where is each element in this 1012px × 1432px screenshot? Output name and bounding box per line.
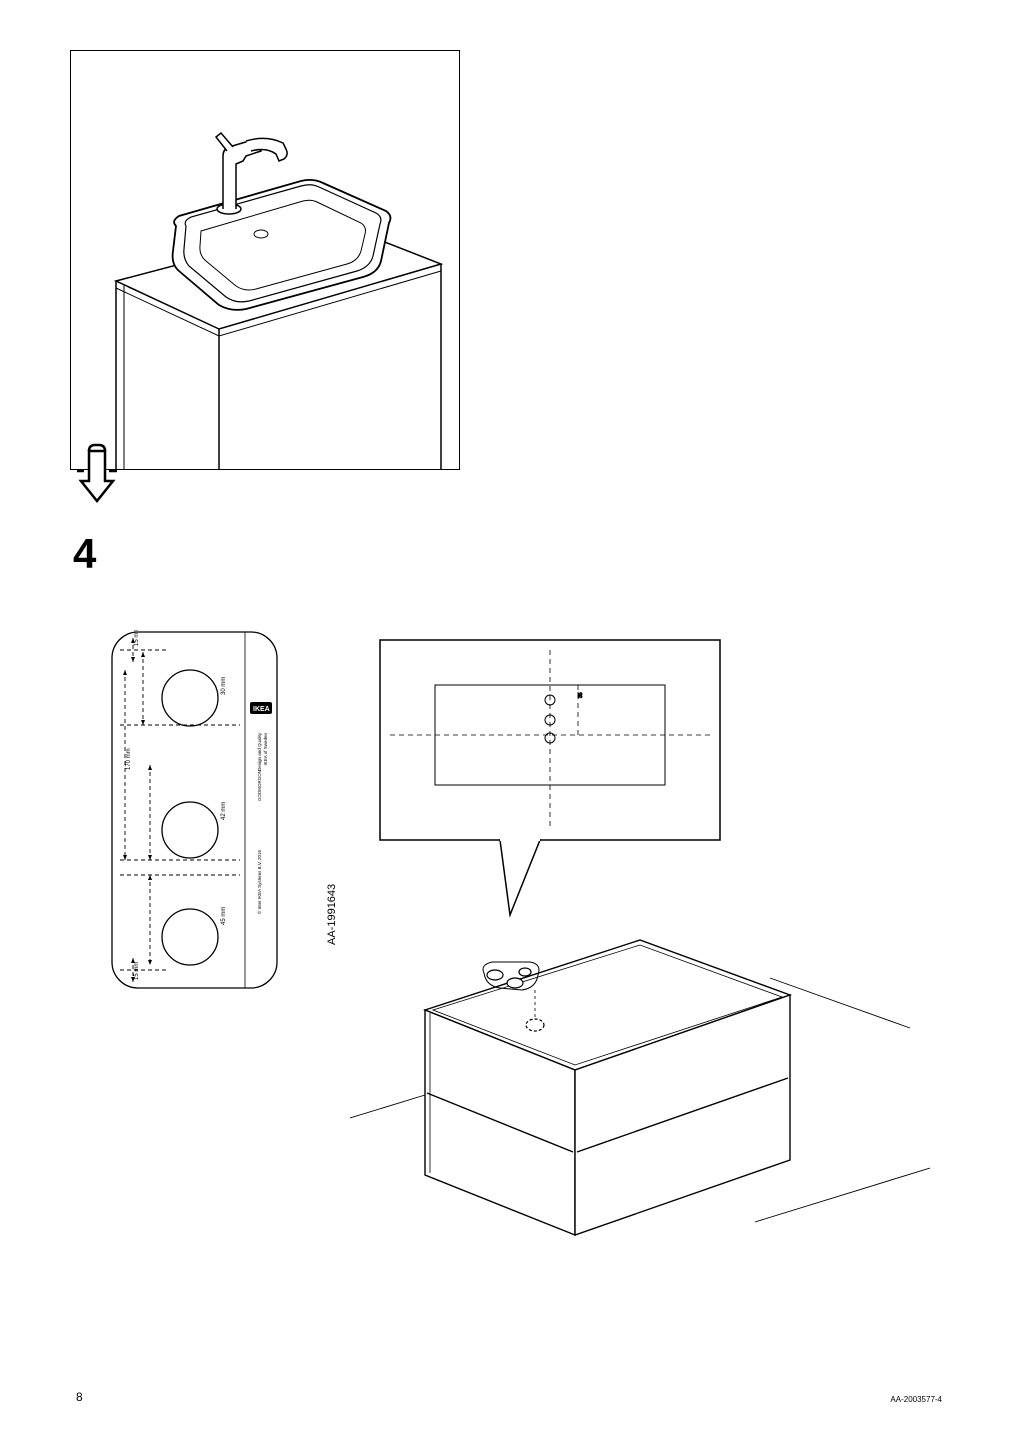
- template-reference: AA-1991643: [326, 884, 338, 945]
- sink-on-countertop-drawing: [71, 51, 459, 469]
- brand-line1: Design and Quality: [257, 732, 262, 771]
- drilling-template: 15 mm 30 mm 170 mm 42 mm 45 mm 15 mm IKE…: [110, 630, 320, 990]
- dim-42: 42 mm: [221, 802, 227, 820]
- page-number: 8: [76, 1390, 83, 1404]
- dim-170: 170 mm: [126, 748, 132, 770]
- brand-line2: IKEA of Sweden: [263, 733, 268, 766]
- svg-text:35: 35: [578, 692, 584, 698]
- document-id: AA-2003577-4: [890, 1395, 942, 1404]
- model-text: GODMORGON: [257, 770, 262, 801]
- dim-bottom: 15 mm: [134, 962, 140, 980]
- cabinet-drawing: 35: [350, 630, 930, 1310]
- step-arrow-down: [77, 433, 117, 523]
- ikea-logo-text: IKEA: [253, 706, 270, 713]
- dim-top: 15 mm: [134, 630, 140, 646]
- dim-45: 45 mm: [221, 907, 227, 925]
- copyright-text: © Inter IKEA Systems B.V. 2016: [256, 850, 262, 914]
- sink-illustration-frame: [70, 50, 460, 470]
- dim-30: 30 mm: [221, 677, 227, 695]
- step-number: 4: [73, 530, 96, 578]
